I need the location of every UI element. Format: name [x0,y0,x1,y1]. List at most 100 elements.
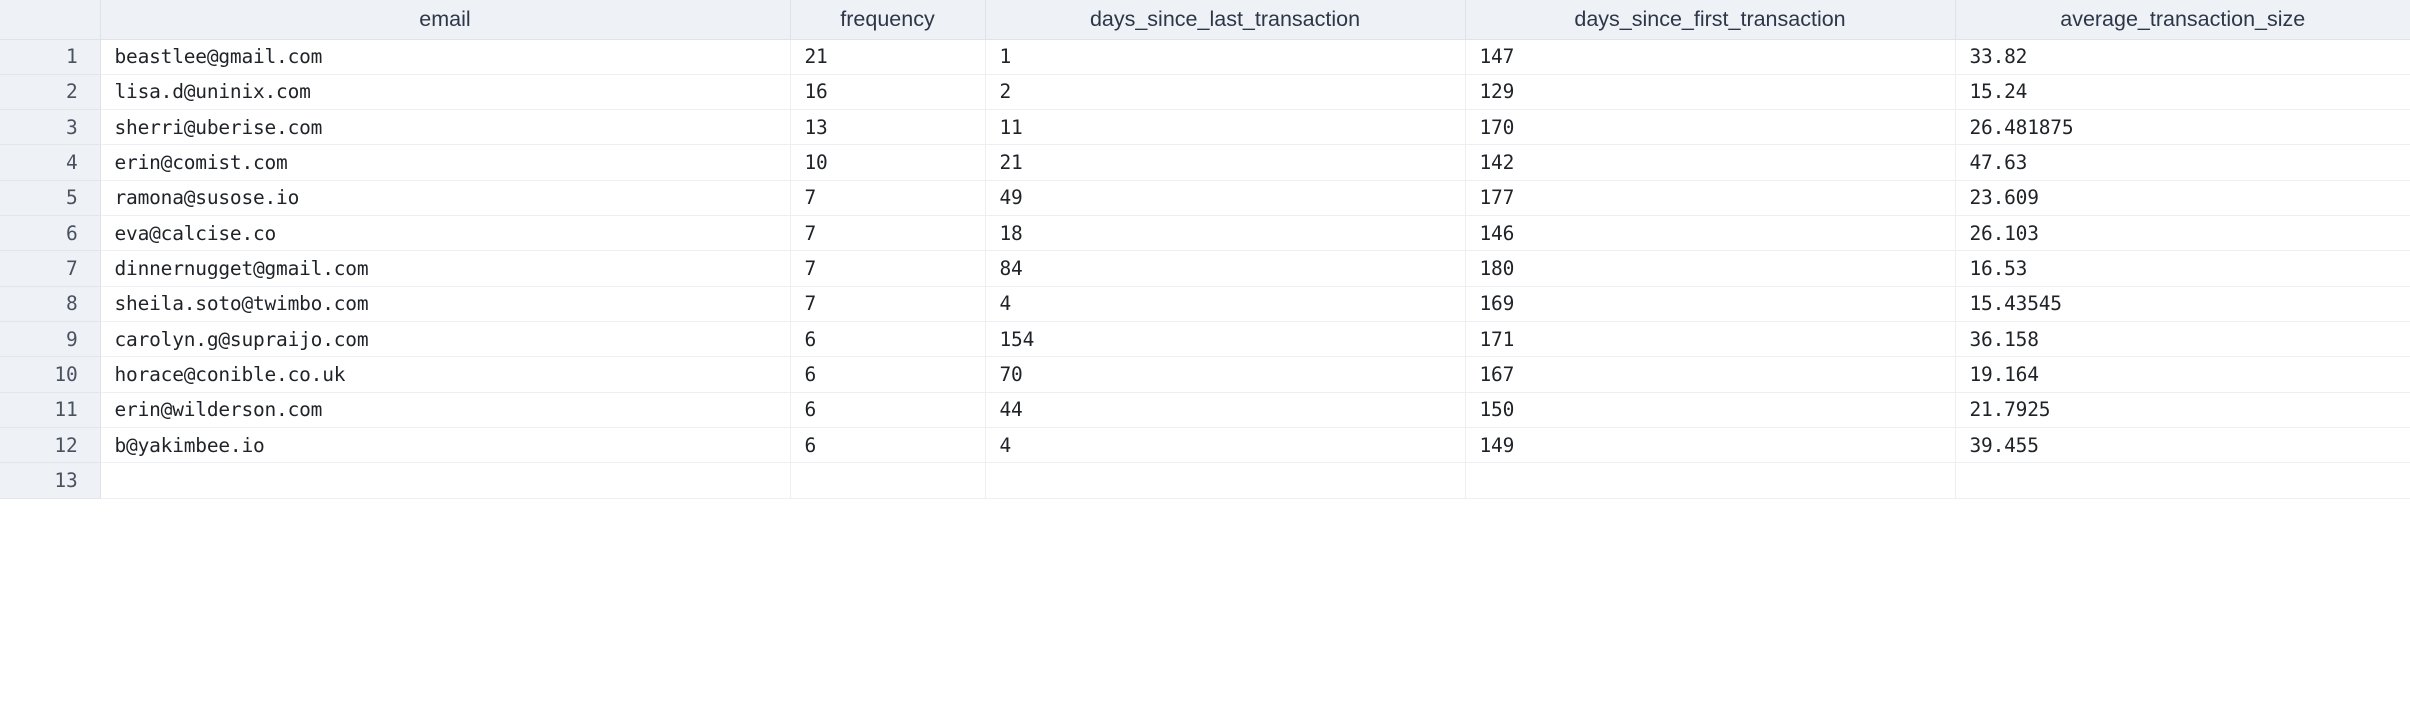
cell-frequency[interactable]: 6 [790,427,986,464]
row-number-cell: 9 [0,321,101,358]
row-number-cell: 6 [0,215,101,252]
cell-frequency[interactable]: 7 [790,180,986,217]
row-number-cell: 11 [0,392,101,429]
cell-days-since-last-transaction[interactable]: 2 [985,74,1466,111]
column-header-average-transaction-size[interactable]: average_transaction_size [1955,0,2410,40]
cell-email[interactable]: lisa.d@uninix.com [100,74,791,111]
cell-average-transaction-size[interactable]: 15.43545 [1955,286,2410,323]
column-header-frequency[interactable]: frequency [790,0,986,40]
cell-email[interactable]: erin@wilderson.com [100,392,791,429]
table-row[interactable]: 12 b@yakimbee.io 6 4 149 39.455 [0,427,2410,464]
column-header-email[interactable]: email [100,0,791,40]
cell-days-since-last-transaction[interactable]: 18 [985,215,1466,252]
row-number-header [0,0,101,40]
cell-email[interactable]: ramona@susose.io [100,180,791,217]
cell-email[interactable]: beastlee@gmail.com [100,39,791,75]
cell-frequency[interactable]: 6 [790,392,986,429]
cell-days-since-last-transaction[interactable]: 11 [985,109,1466,146]
table-row[interactable]: 9 carolyn.g@supraijo.com 6 154 171 36.158 [0,321,2410,358]
cell-frequency[interactable]: 7 [790,250,986,287]
table-row[interactable]: 1 beastlee@gmail.com 21 1 147 33.82 [0,39,2410,75]
row-number-cell: 12 [0,427,101,464]
cell-frequency[interactable]: 13 [790,109,986,146]
column-header-days-since-last-transaction[interactable]: days_since_last_transaction [985,0,1466,40]
cell-frequency[interactable] [790,462,986,499]
table-row[interactable]: 4 erin@comist.com 10 21 142 47.63 [0,144,2410,181]
cell-average-transaction-size[interactable]: 19.164 [1955,356,2410,393]
cell-email[interactable]: carolyn.g@supraijo.com [100,321,791,358]
table-row[interactable]: 6 eva@calcise.co 7 18 146 26.103 [0,215,2410,252]
cell-average-transaction-size[interactable]: 21.7925 [1955,392,2410,429]
cell-frequency[interactable]: 6 [790,356,986,393]
data-table: email frequency days_since_last_transact… [0,0,2410,499]
cell-frequency[interactable]: 7 [790,215,986,252]
table-body: 1 beastlee@gmail.com 21 1 147 33.82 2 lisa.d@un… [0,39,2410,499]
row-number-cell: 8 [0,286,101,323]
cell-average-transaction-size[interactable]: 39.455 [1955,427,2410,464]
cell-days-since-last-transaction[interactable]: 44 [985,392,1466,429]
cell-days-since-last-transaction[interactable]: 70 [985,356,1466,393]
cell-days-since-first-transaction[interactable] [1465,462,1956,499]
cell-average-transaction-size[interactable]: 26.481875 [1955,109,2410,146]
cell-frequency[interactable]: 6 [790,321,986,358]
cell-days-since-last-transaction[interactable]: 21 [985,144,1466,181]
cell-email[interactable]: sheila.soto@twimbo.com [100,286,791,323]
cell-days-since-first-transaction[interactable]: 180 [1465,250,1956,287]
cell-days-since-first-transaction[interactable]: 142 [1465,144,1956,181]
row-number-cell: 4 [0,144,101,181]
table-row[interactable]: 2 lisa.d@uninix.com 16 2 129 15.24 [0,74,2410,111]
cell-days-since-last-transaction[interactable] [985,462,1466,499]
cell-average-transaction-size[interactable]: 36.158 [1955,321,2410,358]
cell-average-transaction-size[interactable]: 23.609 [1955,180,2410,217]
cell-days-since-first-transaction[interactable]: 177 [1465,180,1956,217]
cell-email[interactable]: b@yakimbee.io [100,427,791,464]
cell-email[interactable]: eva@calcise.co [100,215,791,252]
cell-days-since-last-transaction[interactable]: 84 [985,250,1466,287]
cell-frequency[interactable]: 7 [790,286,986,323]
row-number-cell: 7 [0,250,101,287]
cell-days-since-last-transaction[interactable]: 4 [985,286,1466,323]
cell-days-since-first-transaction[interactable]: 150 [1465,392,1956,429]
cell-average-transaction-size[interactable]: 15.24 [1955,74,2410,111]
cell-frequency[interactable]: 10 [790,144,986,181]
cell-average-transaction-size[interactable]: 33.82 [1955,39,2410,75]
cell-days-since-first-transaction[interactable]: 149 [1465,427,1956,464]
cell-days-since-last-transaction[interactable]: 4 [985,427,1466,464]
cell-email[interactable]: sherri@uberise.com [100,109,791,146]
row-number-cell: 3 [0,109,101,146]
cell-frequency[interactable]: 21 [790,39,986,75]
cell-days-since-last-transaction[interactable]: 1 [985,39,1466,75]
cell-days-since-first-transaction[interactable]: 167 [1465,356,1956,393]
cell-email[interactable]: erin@comist.com [100,144,791,181]
table-row[interactable]: 10 horace@conible.co.uk 6 70 167 19.164 [0,356,2410,393]
cell-average-transaction-size[interactable]: 47.63 [1955,144,2410,181]
header-row: email frequency days_since_last_transact… [0,0,2410,40]
table-row[interactable]: 8 sheila.soto@twimbo.com 7 4 169 15.43545 [0,286,2410,323]
table-header: email frequency days_since_last_transact… [0,0,2410,40]
cell-days-since-first-transaction[interactable]: 129 [1465,74,1956,111]
cell-days-since-first-transaction[interactable]: 169 [1465,286,1956,323]
column-header-days-since-first-transaction[interactable]: days_since_first_transaction [1465,0,1956,40]
row-number-cell: 13 [0,462,101,499]
cell-frequency[interactable]: 16 [790,74,986,111]
table-row[interactable]: 7 dinnernugget@gmail.com 7 84 180 16.53 [0,250,2410,287]
cell-days-since-first-transaction[interactable]: 146 [1465,215,1956,252]
cell-days-since-first-transaction[interactable]: 170 [1465,109,1956,146]
cell-average-transaction-size[interactable]: 26.103 [1955,215,2410,252]
table-row[interactable]: 3 sherri@uberise.com 13 11 170 26.481875 [0,109,2410,146]
cell-email[interactable] [100,462,791,499]
cell-email[interactable]: dinnernugget@gmail.com [100,250,791,287]
row-number-cell: 1 [0,39,101,75]
table-row[interactable]: 5 ramona@susose.io 7 49 177 23.609 [0,180,2410,217]
cell-days-since-first-transaction[interactable]: 147 [1465,39,1956,75]
cell-days-since-last-transaction[interactable]: 154 [985,321,1466,358]
cell-days-since-last-transaction[interactable]: 49 [985,180,1466,217]
row-number-cell: 2 [0,74,101,111]
table-row[interactable]: 13 [0,462,2410,499]
cell-average-transaction-size[interactable]: 16.53 [1955,250,2410,287]
table-row[interactable]: 11 erin@wilderson.com 6 44 150 21.7925 [0,392,2410,429]
cell-email[interactable]: horace@conible.co.uk [100,356,791,393]
cell-days-since-first-transaction[interactable]: 171 [1465,321,1956,358]
cell-average-transaction-size[interactable] [1955,462,2410,499]
